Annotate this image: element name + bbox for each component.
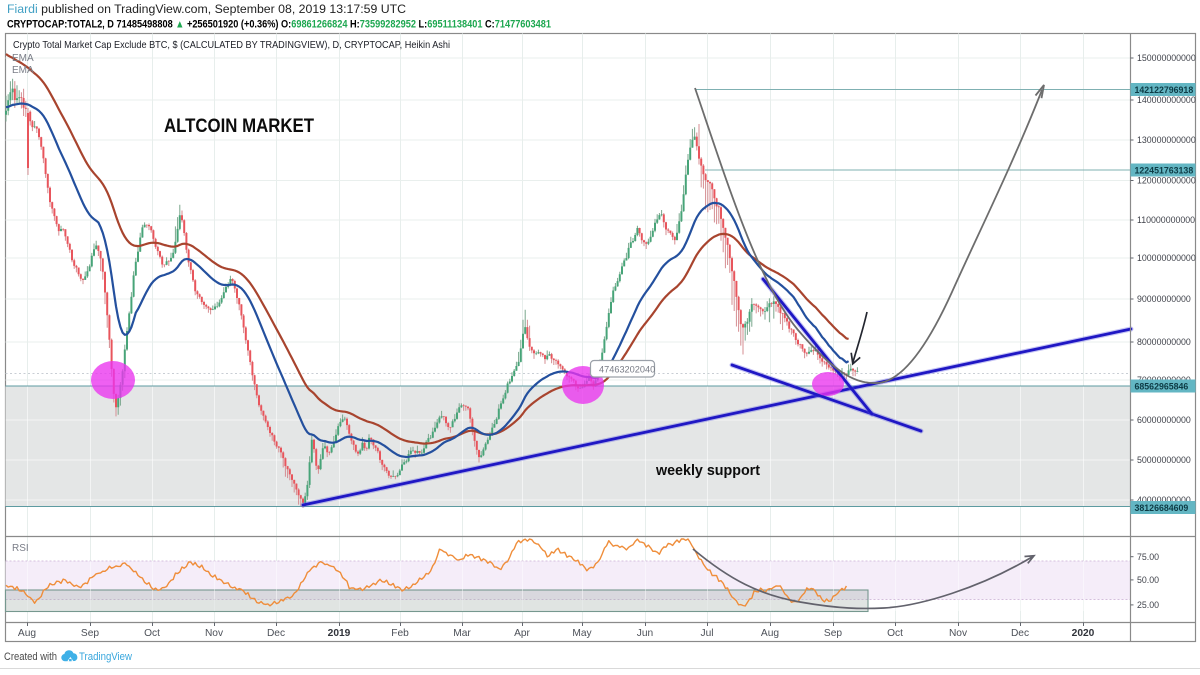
svg-text:Apr: Apr <box>514 628 530 639</box>
svg-text:ALTCOIN MARKET: ALTCOIN MARKET <box>164 116 314 137</box>
svg-text:2019: 2019 <box>328 628 351 639</box>
svg-text:38126684609: 38126684609 <box>1135 503 1189 513</box>
svg-text:Oct: Oct <box>887 628 903 639</box>
svg-text:68562965846: 68562965846 <box>1135 381 1189 391</box>
svg-text:Crypto Total Market Cap Exclud: Crypto Total Market Cap Exclude BTC, $ (… <box>13 39 450 51</box>
svg-text:TradingView: TradingView <box>79 651 133 663</box>
svg-text:Dec: Dec <box>267 628 285 639</box>
svg-text:122451763138: 122451763138 <box>1135 165 1194 175</box>
svg-text:Sep: Sep <box>824 628 842 639</box>
svg-text:Aug: Aug <box>761 628 779 639</box>
svg-text:EMA: EMA <box>12 53 34 64</box>
svg-text:CRYPTOCAP:TOTAL2, D 714854988: CRYPTOCAP:TOTAL2, D 71485498808 ▲ +25650… <box>7 19 551 31</box>
svg-text:weekly support: weekly support <box>655 462 760 479</box>
svg-text:150000000000: 150000000000 <box>1137 53 1196 63</box>
svg-text:60000000000: 60000000000 <box>1137 415 1191 425</box>
svg-text:142122796918: 142122796918 <box>1135 85 1194 95</box>
svg-text:2020: 2020 <box>1072 628 1095 639</box>
svg-text:Sep: Sep <box>81 628 99 639</box>
svg-text:May: May <box>572 628 592 639</box>
svg-text:140000000000: 140000000000 <box>1137 95 1196 105</box>
svg-text:120000000000: 120000000000 <box>1137 176 1196 186</box>
svg-text:Nov: Nov <box>205 628 224 639</box>
svg-text:80000000000: 80000000000 <box>1137 337 1191 347</box>
svg-text:50000000000: 50000000000 <box>1137 455 1191 465</box>
svg-text:Nov: Nov <box>949 628 968 639</box>
svg-text:100000000000: 100000000000 <box>1137 253 1196 263</box>
svg-text:RSI: RSI <box>12 543 29 554</box>
svg-text:130000000000: 130000000000 <box>1137 135 1196 145</box>
svg-text:Mar: Mar <box>453 628 471 639</box>
svg-text:47463202040: 47463202040 <box>599 365 655 375</box>
svg-text:Dec: Dec <box>1011 628 1029 639</box>
svg-text:40000000000: 40000000000 <box>1137 495 1191 505</box>
svg-text:Jun: Jun <box>637 628 653 639</box>
svg-text:Feb: Feb <box>391 628 409 639</box>
svg-text:EMA: EMA <box>12 65 34 76</box>
svg-text:50.00: 50.00 <box>1137 575 1159 585</box>
svg-text:90000000000: 90000000000 <box>1137 294 1191 304</box>
svg-text:25.00: 25.00 <box>1137 600 1159 610</box>
svg-text:110000000000: 110000000000 <box>1137 215 1195 225</box>
svg-text:Jul: Jul <box>700 628 713 639</box>
svg-text:Oct: Oct <box>144 628 160 639</box>
svg-text:75.00: 75.00 <box>1137 552 1159 562</box>
svg-text:Aug: Aug <box>18 628 36 639</box>
svg-text:Created with: Created with <box>4 651 57 663</box>
svg-text:Fiardi published on TradingVie: Fiardi published on TradingView.com, Sep… <box>7 2 406 16</box>
